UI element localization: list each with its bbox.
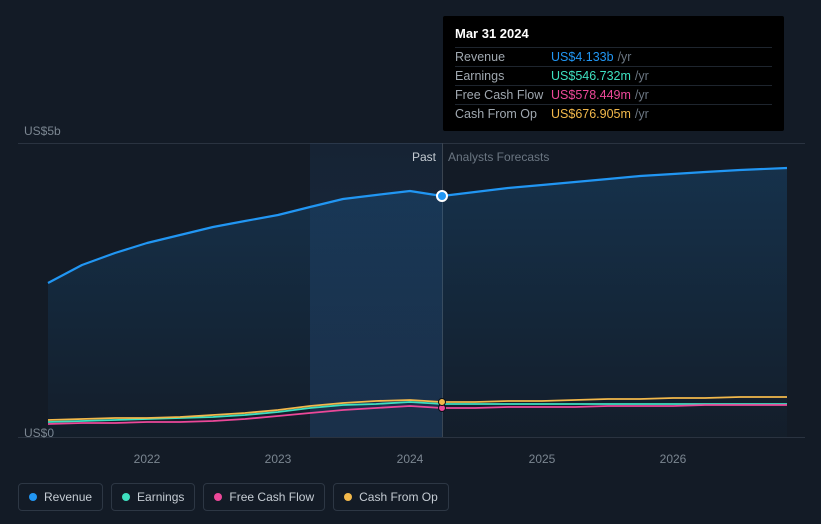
tooltip-row-value: US$4.133b [551, 50, 614, 64]
tooltip-row-unit: /yr [635, 88, 649, 102]
legend-label: Cash From Op [359, 490, 438, 504]
tooltip-row-unit: /yr [635, 107, 649, 121]
tooltip-row: Free Cash FlowUS$578.449m/yr [455, 85, 772, 104]
tooltip-row-label: Cash From Op [455, 107, 551, 121]
tooltip-row: RevenueUS$4.133b/yr [455, 47, 772, 66]
legend-label: Earnings [137, 490, 184, 504]
legend-item-revenue[interactable]: Revenue [18, 483, 103, 511]
x-axis-label: 2022 [134, 452, 161, 466]
tooltip-row-unit: /yr [635, 69, 649, 83]
legend-item-cash-from-op[interactable]: Cash From Op [333, 483, 449, 511]
series-marker-revenue [437, 191, 447, 201]
series-area-revenue [48, 168, 787, 437]
x-axis-label: 2026 [660, 452, 687, 466]
tooltip-row-label: Earnings [455, 69, 551, 83]
tooltip-row: Cash From OpUS$676.905m/yr [455, 104, 772, 123]
legend-item-free-cash-flow[interactable]: Free Cash Flow [203, 483, 325, 511]
tooltip-row-unit: /yr [618, 50, 632, 64]
legend-label: Free Cash Flow [229, 490, 314, 504]
legend-item-earnings[interactable]: Earnings [111, 483, 195, 511]
tooltip-row-value: US$676.905m [551, 107, 631, 121]
legend-marker-icon [214, 493, 222, 501]
x-axis-label: 2023 [265, 452, 292, 466]
legend-marker-icon [122, 493, 130, 501]
tooltip-date: Mar 31 2024 [455, 26, 772, 41]
tooltip-row-label: Revenue [455, 50, 551, 64]
legend-marker-icon [29, 493, 37, 501]
tooltip-row-value: US$578.449m [551, 88, 631, 102]
x-axis-label: 2025 [529, 452, 556, 466]
tooltip-row-label: Free Cash Flow [455, 88, 551, 102]
legend-label: Revenue [44, 490, 92, 504]
legend-marker-icon [344, 493, 352, 501]
x-axis-label: 2024 [397, 452, 424, 466]
tooltip-row-value: US$546.732m [551, 69, 631, 83]
legend: Revenue Earnings Free Cash Flow Cash From O… [18, 483, 449, 511]
tooltip-row: EarningsUS$546.732m/yr [455, 66, 772, 85]
series-marker-cfo [439, 399, 446, 406]
chart-tooltip: Mar 31 2024 RevenueUS$4.133b/yrEarningsU… [443, 16, 784, 131]
